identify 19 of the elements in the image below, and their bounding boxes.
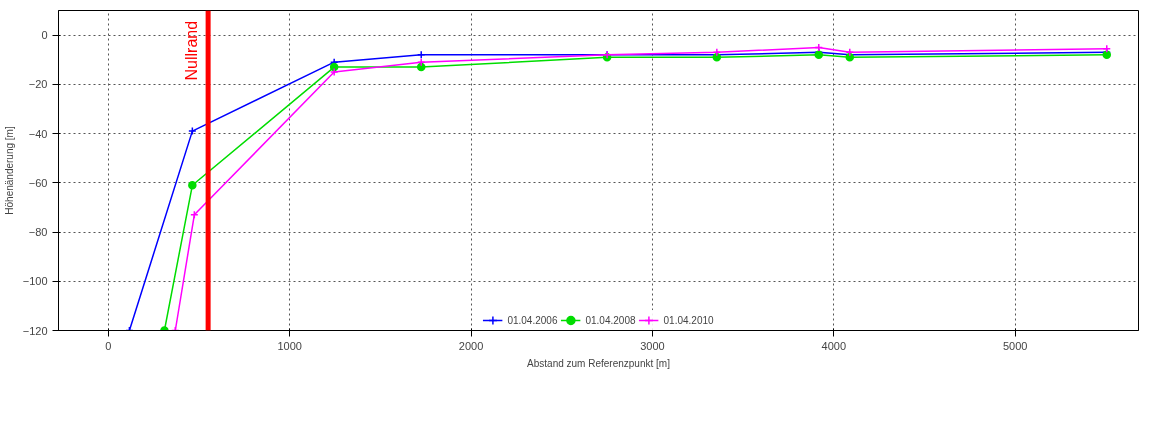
ref-line-label: Nullrand <box>183 20 201 81</box>
legend-label: 01.04.2006 <box>507 314 558 326</box>
y-tick-label: −60 <box>28 176 48 189</box>
y-tick-label: −20 <box>28 78 48 91</box>
y-axis-title: Höhenänderung [m] <box>3 126 15 215</box>
y-tick-label: −80 <box>28 226 48 239</box>
y-tick-label: −120 <box>22 324 48 337</box>
y-tick-label: −40 <box>28 127 48 140</box>
x-tick-label: 2000 <box>458 339 484 352</box>
legend-label: 01.04.2010 <box>663 314 714 326</box>
x-tick-label: 0 <box>105 339 112 352</box>
x-tick-label: 5000 <box>1002 339 1028 352</box>
x-tick-label: 3000 <box>640 339 665 352</box>
y-tick-label: 0 <box>41 29 48 42</box>
x-axis-title: Abstand zum Referenzpunkt [m] <box>527 357 671 369</box>
x-tick-label: 1000 <box>277 339 302 352</box>
legend-label: 01.04.2008 <box>585 314 636 326</box>
y-tick-label: −100 <box>22 275 48 288</box>
x-tick-label: 4000 <box>821 339 847 352</box>
